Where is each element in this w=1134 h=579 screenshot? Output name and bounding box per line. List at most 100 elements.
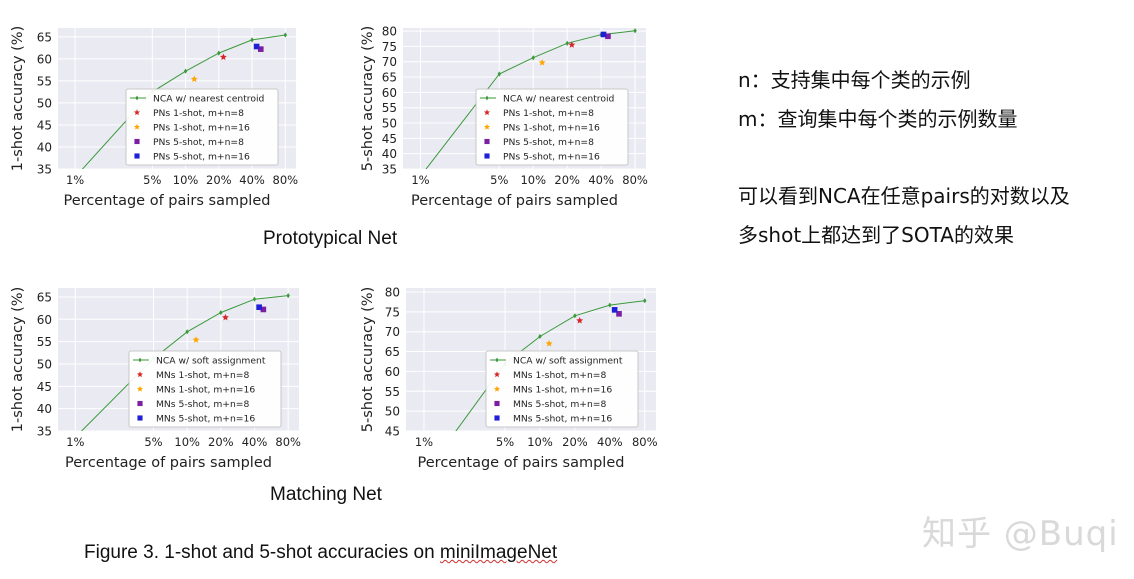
legend-marker-swatch (483, 123, 491, 130)
legend-marker-swatch (494, 415, 500, 421)
x-tick-label: 40% (239, 173, 265, 187)
x-tick-label: 40% (588, 173, 614, 187)
y-tick-label: 80 (385, 285, 400, 299)
caption-matching-net: Matching Net (270, 484, 382, 505)
legend-marker-swatch (493, 385, 501, 392)
legend-label: PNs 5-shot, m+n=16 (503, 151, 600, 162)
x-tick-label: 20% (208, 435, 234, 449)
legend-marker-swatch (493, 371, 501, 378)
data-marker (222, 313, 229, 321)
data-marker (605, 33, 611, 40)
x-tick-label: 5% (144, 435, 162, 449)
chart-mn-5shot: 1% 5% 10% 20% 40% 80% 45 50 55 60 65 70 75 80 Percenta… (350, 276, 660, 476)
legend-label: MNs 5-shot, m+n=8 (513, 399, 607, 410)
legend-label: NCA w/ nearest centroid (503, 93, 614, 104)
data-marker (616, 311, 622, 317)
figure-caption-dataset: miniImageNet (439, 542, 558, 563)
series-point (497, 71, 501, 77)
y-axis-label: 5-shot accuracy (%) (360, 287, 376, 433)
legend-label: NCA w/ soft assignment (513, 355, 623, 366)
legend-label: PNs 1-shot, m+n=16 (153, 122, 250, 133)
x-tick-label: 20% (206, 173, 232, 187)
legend-point-swatch (495, 357, 499, 363)
y-tick-label: 45 (37, 380, 52, 394)
x-tick-label: 10% (173, 173, 199, 187)
data-marker (192, 336, 200, 343)
legend-point-swatch (485, 95, 489, 101)
x-tick-label: 1% (415, 435, 433, 449)
y-tick-label: 70 (385, 325, 400, 339)
legend: NCA w/ soft assignment MNs 1-shot, m+n=8 M… (485, 350, 639, 428)
legend-box (125, 88, 279, 166)
data-marker (260, 306, 267, 313)
x-tick-label: 1% (66, 173, 84, 187)
series-point (219, 309, 223, 316)
figure-caption: Figure 3. 1-shot and 5-shot accuracies o… (84, 542, 557, 564)
legend-label: PNs 1-shot, m+n=8 (503, 108, 594, 119)
data-marker (219, 53, 227, 60)
legend-label: NCA w/ soft assignment (156, 355, 266, 366)
legend-box (128, 350, 282, 428)
x-tick-label: 20% (554, 173, 580, 187)
y-tick-label: 45 (385, 425, 400, 439)
data-marker (600, 31, 607, 38)
note-conclusion-line2: 多shot上都达到了SOTA的效果 (738, 223, 1014, 247)
legend-label: PNs 5-shot, m+n=8 (503, 137, 594, 148)
caption-prototypical-net: Prototypical Net (263, 228, 398, 249)
series-point (283, 32, 287, 38)
x-tick-label: 5% (490, 173, 508, 187)
x-tick-label: 5% (496, 435, 514, 449)
y-tick-label: 50 (382, 117, 397, 131)
y-tick-label: 65 (37, 30, 52, 44)
legend-label: PNs 5-shot, m+n=8 (153, 137, 244, 148)
y-tick-label: 50 (385, 405, 400, 419)
legend-marker-swatch (133, 109, 141, 116)
legend-marker-swatch (136, 385, 144, 392)
y-tick-label: 45 (37, 118, 52, 132)
chart-svg: 1% 5% 10% 20% 40% 80% 45 50 55 60 65 70 75 80 Percenta… (360, 285, 658, 471)
x-axis-label: Percentage of pairs sampled (411, 193, 618, 209)
series-point (250, 37, 254, 43)
x-tick-label: 40% (597, 435, 623, 449)
y-tick-label: 55 (37, 74, 52, 88)
note-conclusion-line1: 可以看到NCA在任意pairs的对数以及 (738, 184, 1070, 208)
y-tick-label: 35 (382, 163, 397, 177)
x-tick-label: 5% (143, 173, 161, 187)
data-marker (611, 307, 618, 313)
y-tick-label: 75 (382, 40, 397, 54)
legend-marker-swatch (494, 400, 500, 407)
data-marker (568, 41, 576, 48)
legend-point-swatch (135, 95, 139, 101)
y-tick-label: 60 (385, 365, 400, 379)
legend-marker-swatch (134, 138, 140, 145)
legend-marker-swatch (136, 371, 144, 378)
legend-marker-swatch (484, 138, 490, 145)
x-axis-label: Percentage of pairs sampled (418, 455, 625, 471)
y-tick-label: 55 (385, 385, 400, 399)
y-tick-label: 65 (382, 71, 397, 85)
legend-label: MNs 5-shot, m+n=8 (156, 399, 250, 410)
x-axis-label: Percentage of pairs sampled (64, 193, 271, 209)
legend-label: PNs 1-shot, m+n=8 (153, 108, 244, 119)
legend-box (475, 88, 629, 166)
y-tick-label: 65 (385, 345, 400, 359)
x-tick-label: 10% (520, 173, 546, 187)
x-tick-label: 10% (174, 435, 200, 449)
note-n-definition: n：支持集中每个类的示例 (738, 68, 971, 92)
note-m-definition: m：查询集中每个类的示例数量 (738, 107, 1018, 131)
legend-label: PNs 1-shot, m+n=16 (503, 122, 600, 133)
x-axis-label: Percentage of pairs sampled (65, 455, 272, 471)
y-tick-label: 50 (37, 96, 52, 110)
legend-label: MNs 1-shot, m+n=16 (156, 384, 255, 395)
chart-svg: 1% 5% 10% 20% 40% 80% 35 40 45 50 55 60 65 Percentage… (10, 287, 301, 471)
legend: NCA w/ soft assignment MNs 1-shot, m+n=8 M… (128, 350, 282, 428)
y-tick-label: 55 (382, 101, 397, 115)
x-tick-label: 1% (411, 173, 429, 187)
legend-marker-swatch (483, 109, 491, 116)
legend-marker-swatch (134, 153, 140, 159)
y-tick-label: 55 (37, 335, 52, 349)
watermark: 知乎 @Buqi (922, 514, 1119, 554)
y-axis-label: 5-shot accuracy (%) (360, 26, 376, 172)
series-point (49, 202, 52, 207)
